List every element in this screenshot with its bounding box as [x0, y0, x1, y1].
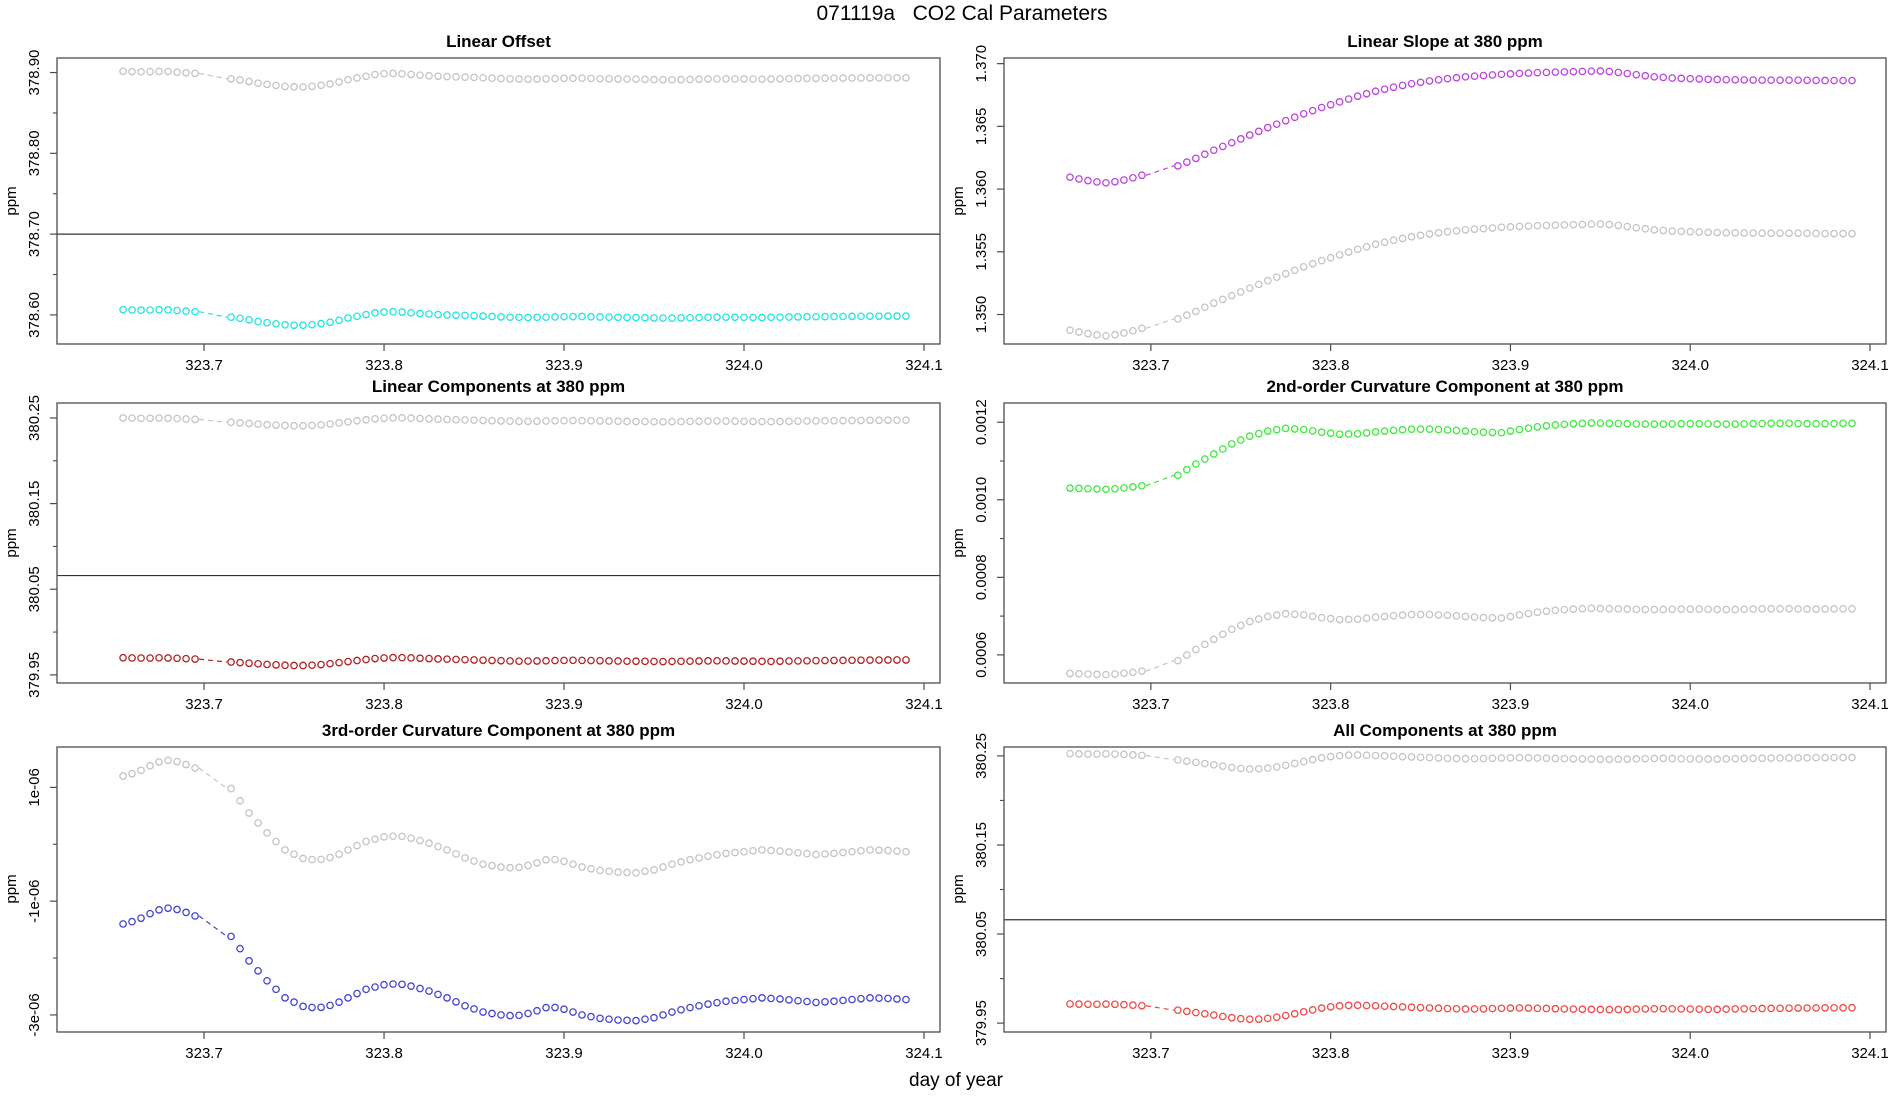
svg-text:324.1: 324.1	[905, 357, 943, 374]
svg-text:-3e-06: -3e-06	[26, 993, 43, 1036]
svg-text:323.9: 323.9	[1492, 1045, 1530, 1062]
svg-text:323.9: 323.9	[545, 696, 583, 713]
svg-text:1.355: 1.355	[973, 233, 990, 271]
svg-text:1.370: 1.370	[973, 45, 990, 83]
svg-text:323.8: 323.8	[1312, 696, 1350, 713]
svg-text:324.0: 324.0	[725, 696, 763, 713]
svg-text:378.70: 378.70	[26, 211, 43, 257]
svg-text:380.25: 380.25	[973, 733, 990, 779]
svg-text:378.90: 378.90	[26, 50, 43, 96]
svg-text:378.80: 378.80	[26, 130, 43, 176]
svg-text:323.7: 323.7	[185, 357, 223, 374]
svg-text:323.7: 323.7	[1132, 1045, 1170, 1062]
svg-text:324.1: 324.1	[1851, 696, 1889, 713]
y-axis-label-linear-components: ppm	[3, 528, 20, 558]
svg-text:324.0: 324.0	[725, 357, 763, 374]
svg-text:-1e-06: -1e-06	[26, 879, 43, 922]
svg-text:323.8: 323.8	[365, 1045, 403, 1062]
y-axis-label-linear-slope: ppm	[950, 186, 967, 216]
svg-text:1e-06: 1e-06	[26, 768, 43, 806]
x-axis-label: day of year	[909, 1070, 1003, 1091]
panel-linear-slope-title: Linear Slope at 380 ppm	[1347, 32, 1543, 51]
panel-linear-offset-title: Linear Offset	[446, 32, 551, 51]
svg-text:323.8: 323.8	[1312, 357, 1350, 374]
svg-text:324.0: 324.0	[1671, 696, 1709, 713]
y-axis-label-linear-offset: ppm	[3, 186, 20, 216]
svg-text:0.0008: 0.0008	[973, 554, 990, 600]
svg-text:324.0: 324.0	[1671, 357, 1709, 374]
svg-text:324.1: 324.1	[905, 696, 943, 713]
panel-all-components-title: All Components at 380 ppm	[1333, 721, 1557, 740]
svg-text:380.15: 380.15	[26, 481, 43, 527]
y-axis-label-all-components: ppm	[950, 874, 967, 904]
svg-text:323.7: 323.7	[185, 696, 223, 713]
y-axis-label-2nd-order-curvature: ppm	[950, 528, 967, 558]
svg-text:1.360: 1.360	[973, 170, 990, 208]
svg-text:0.0010: 0.0010	[973, 477, 990, 523]
svg-text:0.0012: 0.0012	[973, 399, 990, 445]
svg-text:323.9: 323.9	[545, 1045, 583, 1062]
svg-text:0.0006: 0.0006	[973, 632, 990, 678]
svg-text:323.7: 323.7	[1132, 696, 1170, 713]
svg-text:324.0: 324.0	[725, 1045, 763, 1062]
svg-text:323.8: 323.8	[365, 357, 403, 374]
svg-text:1.350: 1.350	[973, 296, 990, 334]
figure-title: 071119a CO2 Cal Parameters	[816, 2, 1108, 25]
svg-text:323.9: 323.9	[1492, 696, 1530, 713]
svg-text:323.8: 323.8	[365, 696, 403, 713]
panel-linear-components-title: Linear Components at 380 ppm	[371, 377, 626, 396]
svg-text:379.95: 379.95	[26, 652, 43, 698]
svg-text:1.365: 1.365	[973, 108, 990, 146]
svg-text:324.0: 324.0	[1671, 1045, 1709, 1062]
svg-text:323.9: 323.9	[1492, 357, 1530, 374]
svg-text:324.1: 324.1	[905, 1045, 943, 1062]
panel-2nd-order-curvature-title: 2nd-order Curvature Component at 380 ppm	[1266, 377, 1624, 396]
svg-text:380.05: 380.05	[26, 566, 43, 612]
svg-text:380.15: 380.15	[973, 822, 990, 868]
svg-text:324.1: 324.1	[1851, 357, 1889, 374]
svg-text:324.1: 324.1	[1851, 1045, 1889, 1062]
svg-text:380.25: 380.25	[26, 395, 43, 441]
svg-text:323.7: 323.7	[1132, 357, 1170, 374]
svg-text:380.05: 380.05	[973, 911, 990, 957]
svg-text:323.7: 323.7	[185, 1045, 223, 1062]
svg-text:323.8: 323.8	[1312, 1045, 1350, 1062]
svg-text:323.9: 323.9	[545, 357, 583, 374]
svg-text:378.60: 378.60	[26, 292, 43, 338]
panel-3rd-order-curvature-title: 3rd-order Curvature Component at 380 ppm	[321, 721, 676, 740]
svg-text:379.95: 379.95	[973, 1000, 990, 1046]
y-axis-label-3rd-order-curvature: ppm	[3, 874, 20, 904]
